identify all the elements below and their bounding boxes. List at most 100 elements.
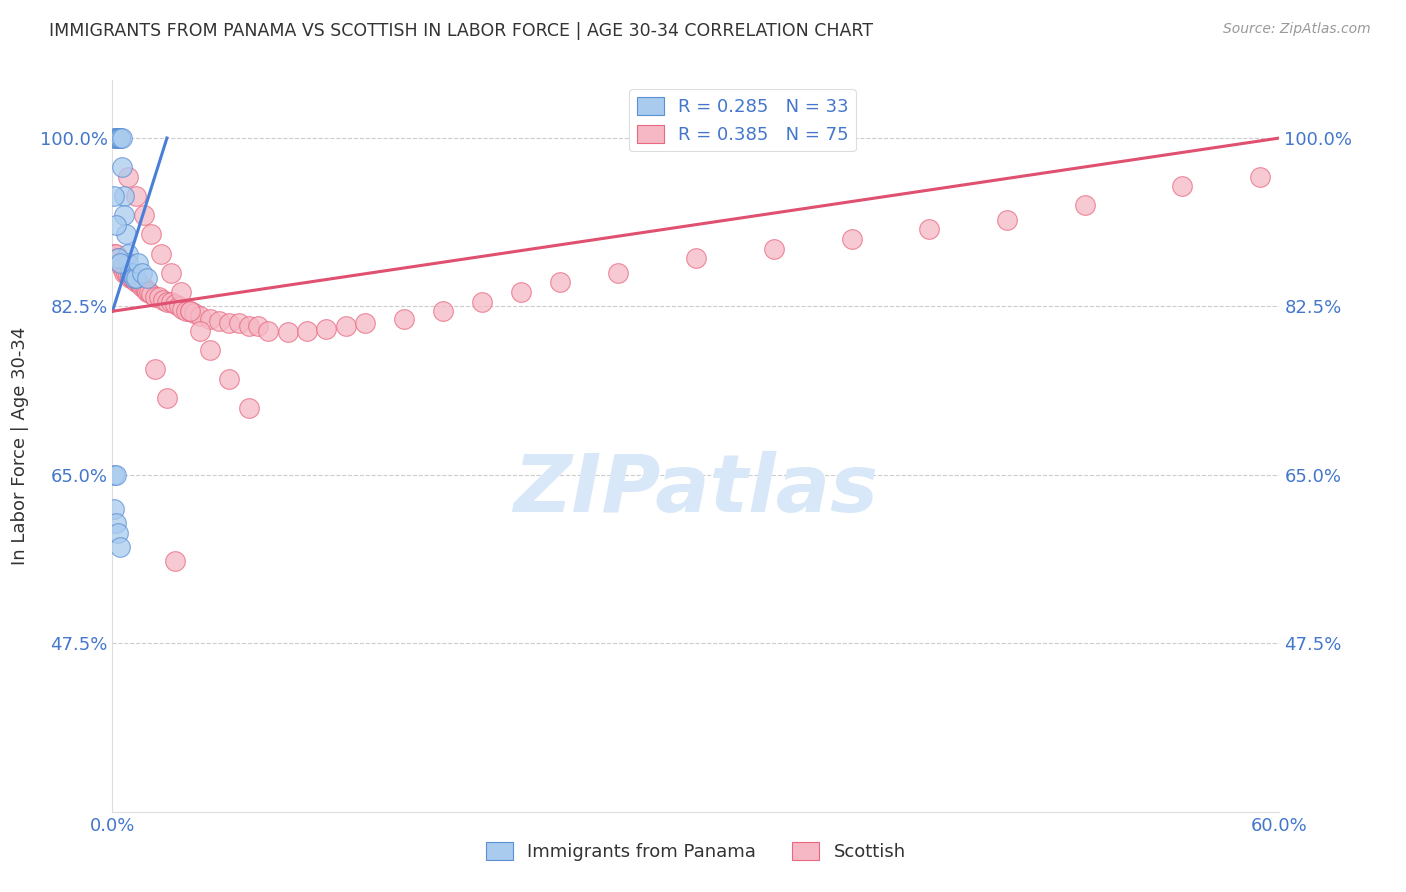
Point xyxy=(110,131,132,145)
Point xyxy=(135,283,157,297)
Point xyxy=(117,268,139,282)
Point xyxy=(112,208,135,222)
Point xyxy=(117,246,139,260)
Point xyxy=(112,188,135,202)
Point xyxy=(118,270,141,285)
Point xyxy=(167,300,190,314)
Point xyxy=(110,131,132,145)
Point xyxy=(198,343,221,357)
Point xyxy=(152,293,174,307)
Point xyxy=(179,304,201,318)
Y-axis label: In Labor Force | Age 30-34: In Labor Force | Age 30-34 xyxy=(10,326,28,566)
Point xyxy=(125,276,148,290)
Point xyxy=(188,324,211,338)
Point xyxy=(156,391,179,405)
Point xyxy=(103,246,125,260)
Point xyxy=(238,318,260,333)
Point xyxy=(160,294,183,309)
Point xyxy=(103,501,125,516)
Point xyxy=(394,312,416,326)
Point xyxy=(105,516,128,530)
Point xyxy=(105,131,128,145)
Point xyxy=(548,276,571,290)
Point xyxy=(136,285,159,299)
Text: ZIPatlas: ZIPatlas xyxy=(513,450,879,529)
Point xyxy=(607,266,630,280)
Point xyxy=(1249,169,1271,184)
Point xyxy=(432,304,454,318)
Point xyxy=(127,276,149,290)
Point xyxy=(125,188,148,202)
Point xyxy=(105,467,128,482)
Point xyxy=(183,306,205,320)
Point xyxy=(103,131,125,145)
Point xyxy=(138,285,160,299)
Point xyxy=(315,321,337,335)
Point xyxy=(295,324,318,338)
Point xyxy=(143,290,166,304)
Point xyxy=(509,285,531,299)
Point xyxy=(118,266,141,280)
Point xyxy=(176,304,198,318)
Point xyxy=(110,131,132,145)
Point xyxy=(121,266,143,280)
Point xyxy=(107,131,129,145)
Point xyxy=(995,212,1018,227)
Point xyxy=(276,326,298,340)
Point xyxy=(122,270,145,285)
Point xyxy=(1171,179,1194,194)
Point xyxy=(121,270,143,285)
Point xyxy=(354,316,377,330)
Point xyxy=(110,256,132,270)
Point xyxy=(132,208,155,222)
Point xyxy=(131,266,153,280)
Point xyxy=(160,266,183,280)
Point xyxy=(105,218,128,232)
Point xyxy=(117,169,139,184)
Point xyxy=(163,554,186,568)
Point xyxy=(111,160,134,174)
Point xyxy=(103,188,125,202)
Point xyxy=(198,312,221,326)
Point xyxy=(247,318,270,333)
Point xyxy=(208,314,231,328)
Point xyxy=(188,309,211,323)
Point xyxy=(335,318,357,333)
Point xyxy=(107,131,129,145)
Point xyxy=(122,273,145,287)
Point xyxy=(218,371,240,385)
Point xyxy=(110,256,132,270)
Point xyxy=(105,246,128,260)
Point xyxy=(141,287,163,301)
Legend: R = 0.285   N = 33, R = 0.385   N = 75: R = 0.285 N = 33, R = 0.385 N = 75 xyxy=(630,89,856,152)
Text: Source: ZipAtlas.com: Source: ZipAtlas.com xyxy=(1223,22,1371,37)
Point xyxy=(112,266,135,280)
Point xyxy=(471,294,494,309)
Point xyxy=(169,285,191,299)
Point xyxy=(132,280,155,294)
Point xyxy=(115,227,138,242)
Point xyxy=(111,131,134,145)
Point xyxy=(238,401,260,415)
Point xyxy=(105,131,128,145)
Point xyxy=(115,266,138,280)
Point xyxy=(110,540,132,554)
Point xyxy=(257,324,280,338)
Point xyxy=(163,296,186,310)
Point xyxy=(156,294,179,309)
Point xyxy=(143,362,166,376)
Point xyxy=(918,222,941,236)
Point xyxy=(107,252,129,266)
Point xyxy=(136,270,159,285)
Point xyxy=(148,290,170,304)
Point xyxy=(150,246,173,260)
Point xyxy=(172,302,194,317)
Point xyxy=(685,252,707,266)
Point xyxy=(841,232,863,246)
Point xyxy=(107,525,129,540)
Point xyxy=(125,270,148,285)
Point xyxy=(228,316,250,330)
Point xyxy=(131,280,153,294)
Point xyxy=(103,467,125,482)
Point xyxy=(218,316,240,330)
